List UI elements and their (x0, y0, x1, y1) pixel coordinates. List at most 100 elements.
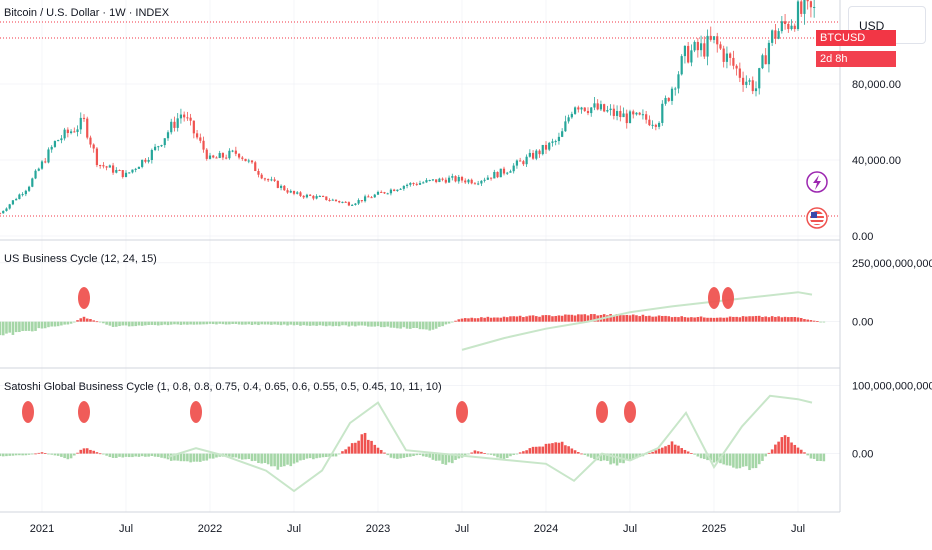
histogram-bar (415, 453, 419, 456)
histogram-bar (447, 453, 451, 463)
histogram-bar (60, 453, 63, 457)
histogram-bar (606, 315, 609, 322)
histogram-bar (121, 321, 125, 326)
candle-body (166, 132, 170, 139)
histogram-bar (538, 446, 541, 454)
candle-body (315, 196, 318, 199)
histogram-bar (622, 315, 625, 322)
histogram-bar (457, 319, 461, 322)
histogram-bar (27, 453, 31, 455)
symbol-title[interactable]: Bitcoin / U.S. Dollar · 1W · INDEX (4, 7, 170, 19)
histogram-bar (228, 453, 231, 457)
histogram-bar (557, 442, 561, 454)
histogram-bar (221, 321, 225, 325)
histogram-bar (748, 316, 751, 322)
histogram-bar (118, 321, 121, 327)
histogram-bar (460, 318, 464, 322)
histogram-bar (480, 317, 483, 322)
candle-body (73, 131, 76, 133)
candle-body (619, 111, 622, 118)
histogram-bar (480, 451, 483, 454)
candle-body (586, 110, 590, 114)
us-business-cycle-pane[interactable] (0, 287, 826, 351)
time-axis[interactable]: 2021 Jul 2022 Jul 2023 Jul 2024 Jul 2025 Jul (30, 523, 805, 535)
candle-body (615, 111, 619, 116)
candle-body (690, 50, 693, 63)
x-tick-label: Jul (455, 523, 469, 535)
histogram-bar (806, 453, 809, 456)
candle-body (771, 30, 774, 43)
histogram-bar (144, 321, 147, 326)
histogram-bar (234, 453, 238, 458)
histogram-bar (305, 321, 309, 326)
histogram-bar (412, 453, 415, 457)
candle-body (215, 157, 218, 159)
histogram-bar (541, 446, 545, 454)
histogram-bar (706, 453, 709, 461)
histogram-bar (34, 453, 37, 455)
histogram-bar (131, 453, 134, 458)
histogram-bar (609, 453, 612, 465)
histogram-bar (538, 316, 541, 322)
indicator-title-global[interactable]: Satoshi Global Business Cycle (1, 0.8, 0… (4, 381, 442, 393)
candle-body (111, 165, 115, 173)
price-axis[interactable]: 80,000.00 40,000.00 0.00 250,000,000,000.00… (852, 79, 932, 461)
y-tick-label: 0.00 (852, 317, 873, 329)
histogram-bar (483, 452, 486, 454)
candle-body (131, 169, 134, 173)
histogram-bar (696, 317, 700, 322)
candle-body (360, 200, 363, 202)
candle-body (538, 150, 541, 155)
candle-body (82, 117, 86, 119)
histogram-bar (325, 453, 328, 457)
candle-body (21, 194, 24, 196)
histogram-bar (286, 453, 289, 465)
histogram-bar (350, 321, 354, 326)
histogram-bar (63, 453, 66, 459)
global-business-cycle-pane[interactable] (0, 394, 826, 493)
lightning-bolt-icon[interactable] (806, 171, 828, 193)
histogram-bar (573, 450, 577, 454)
us-flag-icon[interactable] (806, 207, 828, 229)
candle-body (231, 150, 234, 152)
histogram-bar (124, 453, 128, 457)
candle-body (464, 180, 467, 183)
candle-body (8, 204, 11, 209)
histogram-bar (554, 442, 557, 454)
histogram-bar (14, 321, 18, 333)
indicator-title-us[interactable]: US Business Cycle (12, 24, 15) (4, 253, 157, 265)
indicator-line (167, 394, 813, 493)
histogram-bar (777, 316, 780, 322)
histogram-bar (205, 453, 209, 461)
histogram-bar (241, 453, 244, 460)
histogram-bar (305, 453, 309, 459)
histogram-bar (283, 321, 286, 325)
histogram-bar (677, 317, 680, 322)
histogram-bar (260, 321, 263, 325)
candle-body (108, 165, 111, 168)
candle-body (34, 170, 37, 179)
histogram-bar (92, 320, 95, 322)
histogram-bar (34, 321, 37, 331)
price-candles[interactable] (0, 0, 816, 215)
histogram-bar (189, 321, 192, 325)
histogram-bar (367, 439, 370, 454)
histogram-bar (509, 316, 512, 322)
histogram-bar (208, 453, 212, 459)
candle-body (47, 149, 50, 163)
histogram-bar (241, 321, 244, 325)
candle-body (405, 184, 409, 186)
histogram-bar (735, 453, 738, 469)
histogram-bar (299, 321, 302, 326)
histogram-bar (447, 321, 451, 324)
histogram-bar (732, 453, 735, 468)
candle-body (438, 178, 441, 183)
histogram-bar (350, 443, 354, 454)
histogram-bar (279, 321, 283, 326)
candle-body (351, 204, 354, 206)
histogram-bar (405, 321, 409, 329)
histogram-bar (328, 453, 331, 457)
histogram-bar (115, 453, 118, 458)
histogram-bar (47, 321, 50, 328)
candle-body (334, 199, 338, 202)
